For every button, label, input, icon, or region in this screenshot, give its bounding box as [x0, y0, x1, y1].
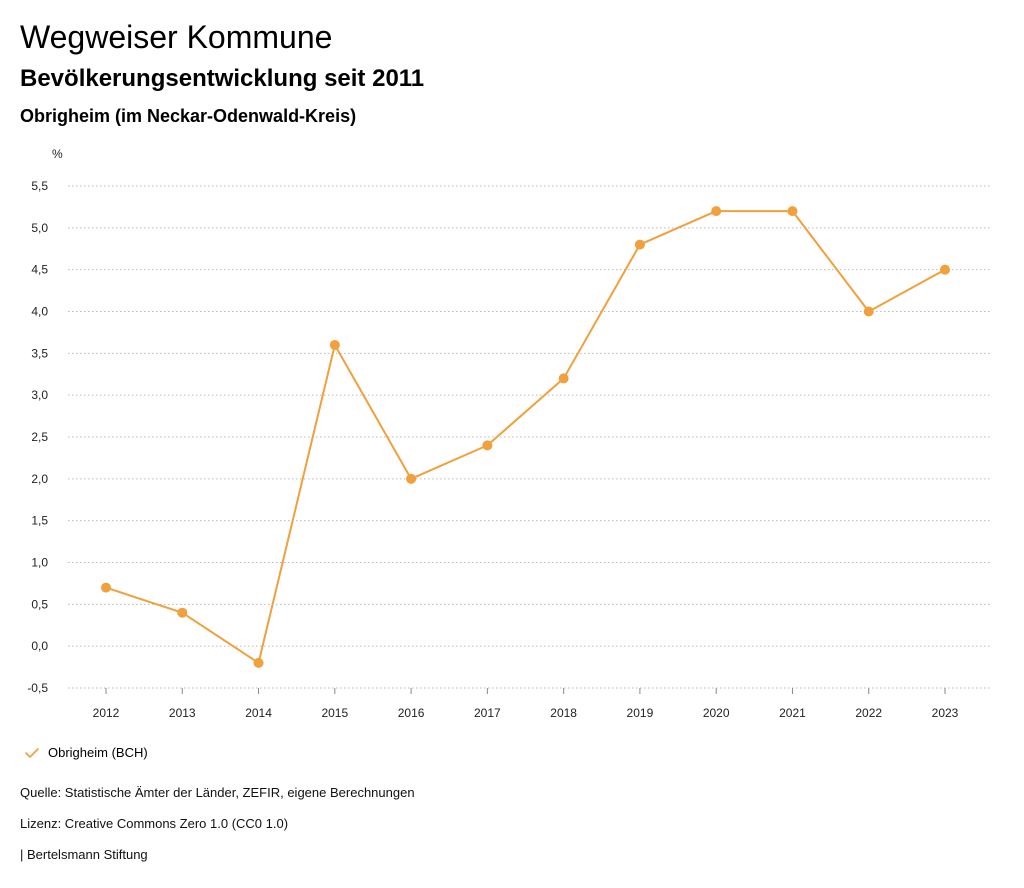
y-tick-label: 3,0	[31, 388, 48, 402]
data-point[interactable]	[177, 607, 188, 618]
publisher-note: | Bertelsmann Stiftung	[20, 847, 148, 862]
x-tick-label: 2021	[779, 706, 806, 720]
y-tick-label: 0,0	[31, 639, 48, 653]
y-tick-label: -0,5	[27, 681, 48, 695]
x-tick-label: 2022	[855, 706, 882, 720]
x-tick-label: 2017	[474, 706, 501, 720]
grid-lines	[68, 185, 990, 689]
data-point[interactable]	[634, 239, 645, 250]
data-point[interactable]	[787, 206, 798, 217]
data-point[interactable]	[101, 582, 111, 593]
source-note: Quelle: Statistische Ämter der Länder, Z…	[20, 785, 415, 800]
y-tick-label: 4,0	[31, 305, 48, 319]
data-point[interactable]	[711, 206, 722, 217]
x-axis-ticks: 2012 2013 2014 2015 2016 2017 2018 2019 2020 2021…	[93, 688, 959, 720]
line-chart: % -0,5 0,0 0,5 1,0 1,5 2,0 2,5 3,0 3,5 4,0 4,5 5,0 5…	[27, 147, 990, 720]
legend-label: Obrigheim (BCH)	[48, 745, 148, 760]
y-tick-label: 5,0	[31, 221, 48, 235]
y-tick-label: 2,5	[31, 430, 48, 444]
data-point[interactable]	[482, 440, 493, 451]
x-tick-label: 2013	[169, 706, 196, 720]
x-tick-label: 2016	[398, 706, 425, 720]
y-tick-label: 1,5	[31, 514, 48, 528]
data-point[interactable]	[406, 473, 417, 484]
y-tick-label: 2,0	[31, 472, 48, 486]
check-icon	[24, 744, 40, 762]
x-tick-label: 2019	[627, 706, 654, 720]
page-title: Wegweiser Kommune	[20, 19, 333, 55]
y-tick-label: 3,5	[31, 346, 48, 360]
series-line	[105, 210, 946, 664]
x-tick-label: 2015	[321, 706, 348, 720]
x-tick-label: 2014	[245, 706, 272, 720]
data-point[interactable]	[253, 657, 264, 668]
x-tick-label: 2018	[550, 706, 577, 720]
region-title: Obrigheim (im Neckar-Odenwald-Kreis)	[20, 106, 357, 126]
x-tick-label: 2023	[932, 706, 959, 720]
data-point[interactable]	[863, 306, 874, 317]
legend-item-obrigheim[interactable]: Obrigheim (BCH)	[24, 744, 148, 762]
x-tick-label: 2020	[703, 706, 730, 720]
y-tick-label: 1,0	[31, 556, 48, 570]
series-obrigheim	[101, 206, 950, 668]
data-point[interactable]	[329, 339, 340, 350]
y-axis-ticks: -0,5 0,0 0,5 1,0 1,5 2,0 2,5 3,0 3,5 4,0 4,5 5,0 5,5	[27, 179, 48, 695]
y-tick-label: 4,5	[31, 263, 48, 277]
license-note: Lizenz: Creative Commons Zero 1.0 (CC0 1…	[20, 816, 289, 831]
y-tick-label: 5,5	[31, 179, 48, 193]
x-tick-label: 2012	[93, 706, 120, 720]
chart-subtitle: Bevölkerungsentwicklung seit 2011	[20, 65, 425, 92]
data-point[interactable]	[558, 373, 569, 384]
data-point[interactable]	[940, 264, 950, 275]
y-tick-label: 0,5	[31, 597, 48, 611]
y-axis-unit-label: %	[52, 147, 63, 161]
